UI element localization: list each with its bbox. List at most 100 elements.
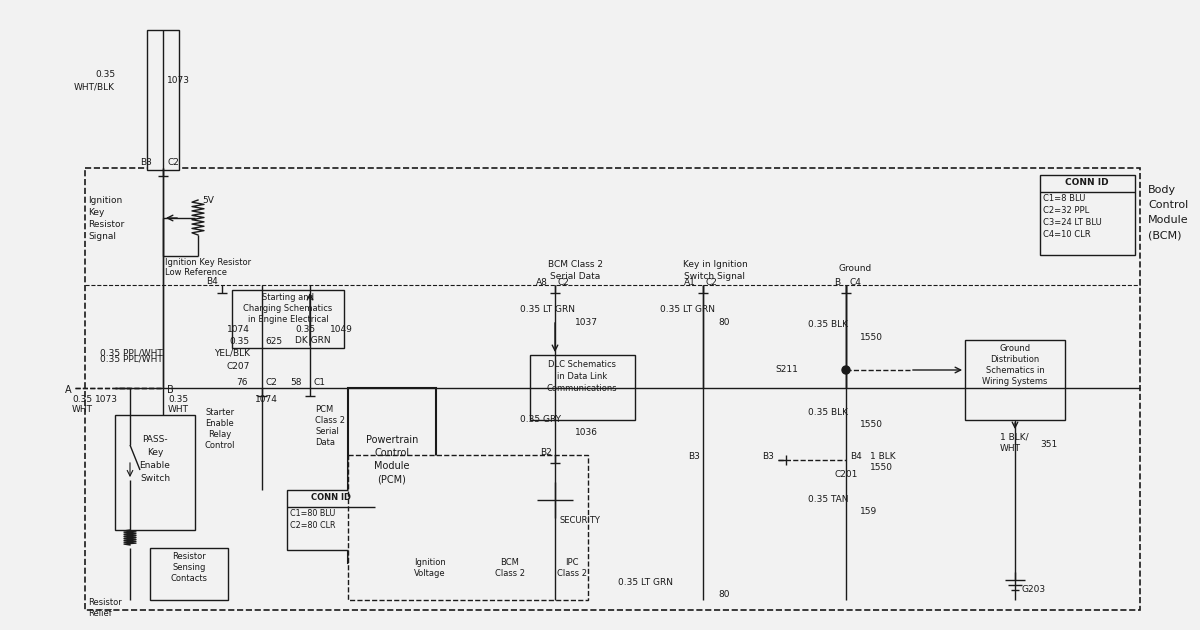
Text: 0.35: 0.35 [95, 70, 115, 79]
Text: Key in Ignition: Key in Ignition [683, 260, 748, 269]
Text: CONN ID: CONN ID [1066, 178, 1109, 187]
Text: Body: Body [1148, 185, 1176, 195]
Text: Data: Data [314, 438, 335, 447]
Text: Ignition Key Resistor: Ignition Key Resistor [166, 258, 251, 267]
Text: 1550: 1550 [860, 420, 883, 429]
Text: Control: Control [374, 448, 409, 458]
Text: B4: B4 [850, 452, 862, 461]
Text: C2: C2 [167, 158, 179, 167]
Text: Low Reference: Low Reference [166, 268, 227, 277]
Text: C2=32 PPL: C2=32 PPL [1043, 206, 1090, 215]
Text: Signal: Signal [88, 232, 116, 241]
Text: 1 BLK: 1 BLK [870, 452, 895, 461]
Text: BCM Class 2: BCM Class 2 [547, 260, 602, 269]
Text: DK GRN: DK GRN [295, 336, 331, 345]
Text: Resistor: Resistor [88, 598, 121, 607]
Bar [85, 168, 1140, 610]
Text: PASS-: PASS- [142, 435, 168, 444]
Bar [965, 340, 1066, 420]
Text: 0.35 PPL/WHT: 0.35 PPL/WHT [100, 348, 163, 357]
Text: Starting and: Starting and [262, 293, 314, 302]
Text: B2: B2 [540, 448, 552, 457]
Text: 625: 625 [265, 337, 282, 346]
Text: Wiring Systems: Wiring Systems [983, 377, 1048, 386]
Text: 1550: 1550 [870, 463, 893, 472]
Text: Enable: Enable [205, 419, 234, 428]
Text: Starter: Starter [205, 408, 234, 417]
Text: WHT: WHT [168, 405, 190, 414]
Text: 0.35 TAN: 0.35 TAN [808, 495, 848, 504]
Text: IPC: IPC [565, 558, 578, 567]
Text: 0.35: 0.35 [168, 395, 188, 404]
Text: 0.35: 0.35 [295, 325, 316, 334]
Text: 0.35 BLK: 0.35 BLK [808, 320, 848, 329]
Text: Class 2: Class 2 [557, 569, 587, 578]
Text: 1074: 1074 [227, 325, 250, 334]
Text: Serial: Serial [314, 427, 338, 436]
Text: Sensing: Sensing [173, 563, 205, 572]
Text: 0.35 LT GRN: 0.35 LT GRN [520, 305, 575, 314]
Text: A: A [65, 385, 72, 395]
Text: YEL/BLK: YEL/BLK [214, 349, 250, 358]
Bar [115, 415, 194, 530]
Text: C1=80 BLU: C1=80 BLU [290, 509, 335, 518]
Text: 1073: 1073 [167, 76, 190, 85]
Text: 1550: 1550 [860, 333, 883, 342]
Text: Serial Data: Serial Data [550, 272, 600, 281]
Text: BCM: BCM [500, 558, 520, 567]
Bar [1040, 175, 1135, 255]
Text: Contacts: Contacts [170, 574, 208, 583]
Text: Module: Module [374, 461, 409, 471]
Text: 0.35 LT GRN: 0.35 LT GRN [618, 578, 673, 587]
Text: Schematics in: Schematics in [985, 366, 1044, 375]
Text: 58: 58 [290, 378, 302, 387]
Text: C4: C4 [850, 278, 862, 287]
Text: 0.35 PPL/WHT: 0.35 PPL/WHT [100, 355, 163, 364]
Bar [150, 548, 228, 600]
Text: 1036: 1036 [575, 428, 598, 437]
Text: C207: C207 [227, 362, 250, 371]
Text: B: B [167, 385, 174, 395]
Text: (BCM): (BCM) [1148, 230, 1182, 240]
Text: B3: B3 [688, 452, 700, 461]
Text: S211: S211 [775, 365, 798, 374]
Text: C2: C2 [265, 378, 277, 387]
Circle shape [842, 366, 850, 374]
Text: in Engine Electrical: in Engine Electrical [247, 315, 329, 324]
Text: Enable: Enable [139, 461, 170, 470]
Text: Class 2: Class 2 [314, 416, 346, 425]
Bar [287, 490, 374, 550]
Text: C1=8 BLU: C1=8 BLU [1043, 194, 1085, 203]
Text: 1073: 1073 [95, 395, 118, 404]
Text: C4=10 CLR: C4=10 CLR [1043, 230, 1091, 239]
Text: Class 2: Class 2 [496, 569, 526, 578]
Text: Ground: Ground [839, 264, 871, 273]
Text: PCM: PCM [314, 405, 334, 414]
Bar [232, 290, 344, 348]
Text: WHT: WHT [72, 405, 94, 414]
Text: Control: Control [205, 441, 235, 450]
Text: Communications: Communications [547, 384, 617, 393]
Text: 0.35: 0.35 [72, 395, 92, 404]
Text: Distribution: Distribution [990, 355, 1039, 364]
Text: C2=80 CLR: C2=80 CLR [290, 521, 336, 530]
Text: Ignition: Ignition [88, 196, 122, 205]
Text: Control: Control [1148, 200, 1188, 210]
Text: Ground: Ground [1000, 344, 1031, 353]
Text: 76: 76 [236, 378, 248, 387]
Text: Module: Module [1148, 215, 1189, 225]
Text: C1: C1 [313, 378, 325, 387]
Text: Ignition: Ignition [414, 558, 446, 567]
Text: CONN ID: CONN ID [311, 493, 352, 502]
Text: 0.35 LT GRN: 0.35 LT GRN [660, 305, 715, 314]
Text: Relief: Relief [88, 609, 112, 618]
Text: C2: C2 [558, 278, 570, 287]
Text: WHT/BLK: WHT/BLK [74, 82, 115, 91]
Text: 0.35 GRY: 0.35 GRY [520, 415, 562, 424]
Text: Relay: Relay [209, 430, 232, 439]
Text: 0.35: 0.35 [230, 337, 250, 346]
Text: 1037: 1037 [575, 318, 598, 327]
Text: 80: 80 [718, 318, 730, 327]
Text: B4: B4 [206, 277, 218, 286]
Text: B3: B3 [762, 452, 774, 461]
